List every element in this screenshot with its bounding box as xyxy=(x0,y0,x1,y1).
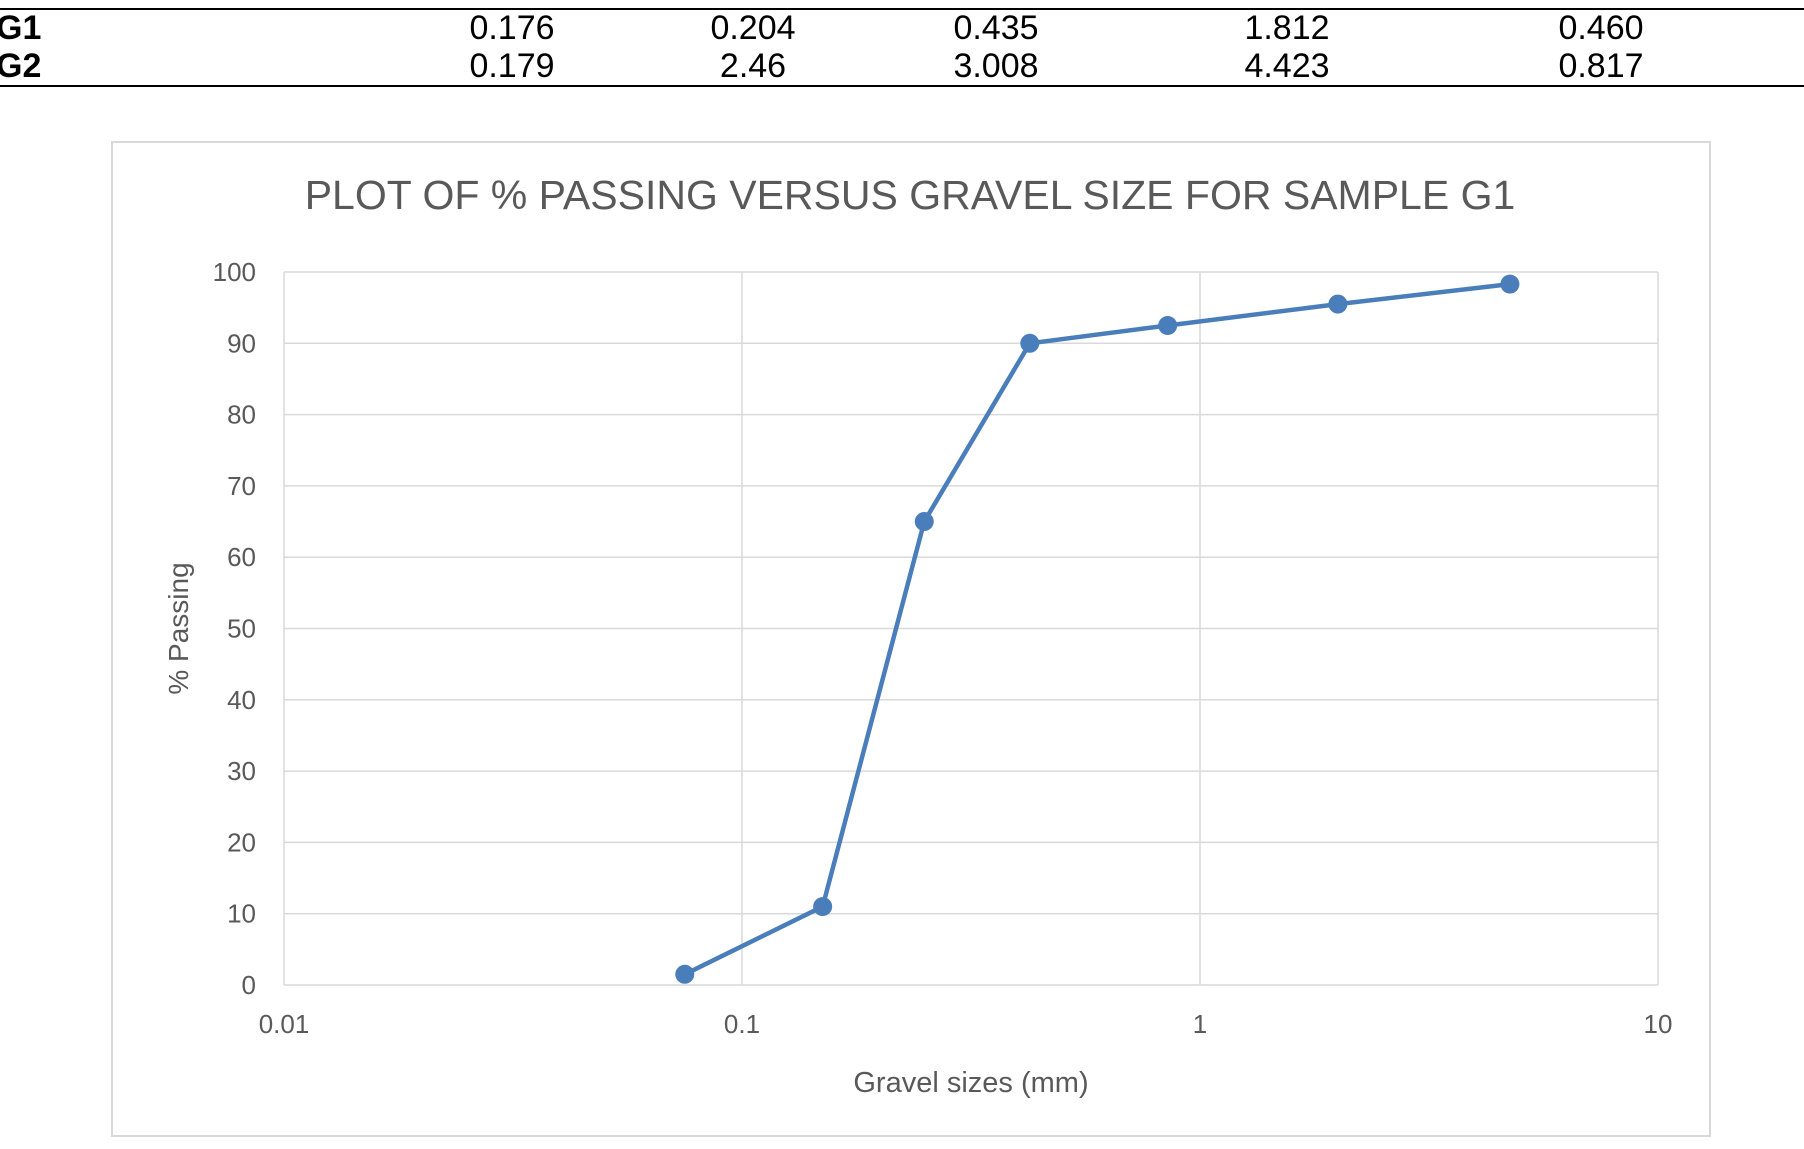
data-point xyxy=(675,964,695,984)
x-tick-label: 0.01 xyxy=(259,1009,310,1039)
x-tick-label: 0.1 xyxy=(724,1009,760,1039)
x-axis-label: Gravel sizes (mm) xyxy=(853,1067,1088,1099)
y-tick-label: 20 xyxy=(227,827,256,857)
table-top-rule xyxy=(0,8,1804,10)
y-tick-label: 0 xyxy=(242,970,256,1000)
y-tick-label: 90 xyxy=(227,328,256,358)
table-cell: 0.817 xyxy=(1558,47,1644,85)
table-cell: 0.460 xyxy=(1558,9,1644,47)
table-row-label: G1 xyxy=(0,9,42,47)
x-tick-label: 1 xyxy=(1193,1009,1207,1039)
table-cell: 2.46 xyxy=(719,47,787,85)
chart-series xyxy=(675,274,1520,984)
data-point xyxy=(1158,315,1178,335)
table-cell: 3.008 xyxy=(953,47,1039,85)
table-cell: 0.176 xyxy=(469,9,555,47)
chart-svg: PLOT OF % PASSING VERSUS GRAVEL SIZE FOR… xyxy=(163,172,1673,1099)
y-axis-label: % Passing xyxy=(163,562,194,694)
y-tick-label: 60 xyxy=(227,542,256,572)
data-point xyxy=(1328,294,1348,314)
x-tick-label: 10 xyxy=(1644,1009,1673,1039)
y-tick-label: 100 xyxy=(213,257,256,287)
y-tick-label: 70 xyxy=(227,471,256,501)
table-cell: 0.179 xyxy=(469,47,555,85)
table-cell: 0.204 xyxy=(710,9,796,47)
data-point xyxy=(1020,333,1040,353)
table-cell: 4.423 xyxy=(1244,47,1330,85)
table-cell: 1.812 xyxy=(1244,9,1330,47)
data-point xyxy=(914,512,934,532)
data-point xyxy=(813,897,833,917)
chart-area: PLOT OF % PASSING VERSUS GRAVEL SIZE FOR… xyxy=(111,141,1711,1137)
y-tick-labels: 0 10 20 30 40 50 60 70 80 90 100 xyxy=(213,257,256,1000)
table-bottom-rule xyxy=(0,85,1804,87)
y-tick-label: 50 xyxy=(227,614,256,644)
table-cell: 0.435 xyxy=(953,9,1039,47)
y-tick-label: 10 xyxy=(227,899,256,929)
y-tick-label: 30 xyxy=(227,756,256,786)
y-tick-label: 40 xyxy=(227,685,256,715)
data-table: G1 0.176 0.204 0.435 1.812 0.460 G2 0.179 2.46 3.… xyxy=(0,0,1804,90)
table-row-label: G2 xyxy=(0,47,42,85)
chart-title: PLOT OF % PASSING VERSUS GRAVEL SIZE FOR… xyxy=(305,172,1516,218)
x-tick-labels: 0.01 0.1 1 10 xyxy=(259,1009,1673,1039)
y-tick-label: 80 xyxy=(227,400,256,430)
data-point xyxy=(1500,274,1520,294)
chart-grid xyxy=(283,271,1659,986)
